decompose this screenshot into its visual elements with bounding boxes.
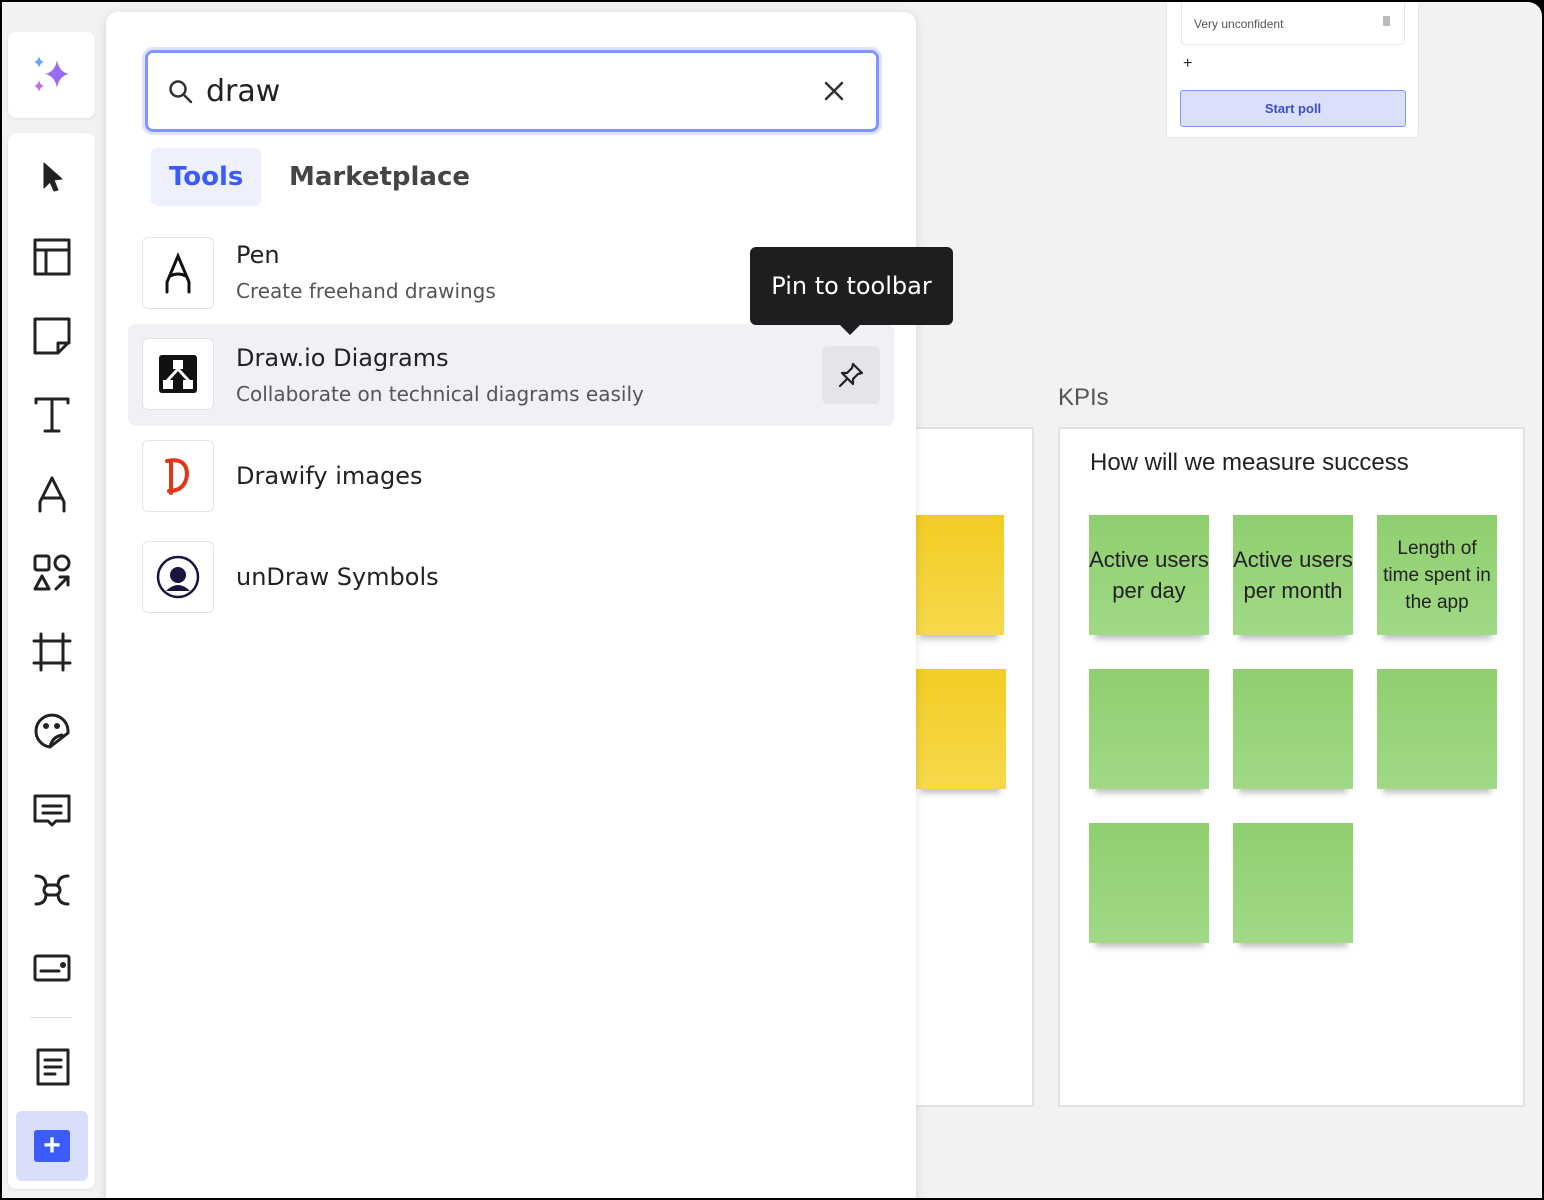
mindmap-tool[interactable] — [20, 858, 84, 922]
ai-assistant-button[interactable] — [8, 32, 95, 118]
kpi-sticky-note[interactable]: Active users per month — [1233, 515, 1353, 635]
kpi-sticky-note[interactable] — [1089, 823, 1209, 943]
result-title: Draw.io Diagrams — [236, 344, 449, 372]
pin-to-toolbar-button[interactable] — [822, 346, 880, 404]
result-item-drawify[interactable]: Drawify images — [128, 426, 894, 528]
drawify-icon — [142, 440, 214, 512]
trash-icon[interactable] — [1383, 16, 1390, 26]
pen-icon — [142, 237, 214, 309]
cursor-icon — [43, 162, 63, 192]
text-tool[interactable] — [20, 383, 84, 447]
result-title: Pen — [236, 241, 280, 269]
start-poll-button[interactable]: Start poll — [1180, 90, 1406, 127]
comment-tool[interactable] — [20, 780, 84, 844]
left-toolbar: + — [8, 133, 95, 1189]
pen-icon — [38, 476, 66, 513]
templates-tool[interactable] — [20, 225, 84, 289]
sticky-note[interactable] — [914, 669, 1006, 789]
result-item-drawio[interactable]: Draw.io Diagrams Collaborate on technica… — [128, 324, 894, 426]
pen-tool[interactable] — [20, 462, 84, 526]
sparkle-icon — [33, 56, 69, 92]
tab-marketplace[interactable]: Marketplace — [289, 162, 471, 192]
frame-icon — [32, 632, 72, 672]
result-description: Create freehand drawings — [236, 279, 496, 303]
pin-tooltip: Pin to toolbar — [750, 247, 953, 335]
kpi-sticky-note[interactable] — [1089, 669, 1209, 789]
select-tool[interactable] — [20, 145, 84, 209]
undraw-icon — [142, 541, 214, 613]
result-title: unDraw Symbols — [236, 563, 439, 591]
sticky-note[interactable] — [914, 515, 1004, 635]
tab-tools[interactable]: Tools — [151, 148, 262, 206]
plus-icon: + — [34, 1130, 70, 1162]
shapes-tool[interactable] — [20, 541, 84, 605]
search-box[interactable] — [145, 50, 879, 132]
tools-search-panel: Tools Marketplace Pen Create freehand dr… — [106, 12, 916, 1198]
frame-title: KPIs — [1058, 384, 1109, 411]
sticky-note-icon — [33, 317, 71, 355]
sticker-icon — [34, 713, 70, 749]
poll-option-label: Very unconfident — [1194, 17, 1284, 31]
sticky-note-tool[interactable] — [20, 304, 84, 368]
clear-search-icon[interactable] — [824, 81, 844, 101]
kpis-frame[interactable]: How will we measure success Active users… — [1058, 427, 1525, 1107]
shapes-icon — [33, 554, 71, 591]
pin-icon — [838, 362, 864, 388]
text-icon — [34, 397, 70, 433]
layout-icon — [33, 238, 71, 276]
card-tool[interactable] — [20, 936, 84, 1000]
toolbar-divider — [30, 1017, 72, 1018]
kpi-sticky-note[interactable] — [1233, 823, 1353, 943]
poll-option[interactable]: Very unconfident — [1181, 2, 1405, 45]
document-tool[interactable] — [20, 1035, 84, 1099]
stickers-tool[interactable] — [20, 699, 84, 763]
result-description: Collaborate on technical diagrams easily — [236, 382, 644, 406]
result-item-pen[interactable]: Pen Create freehand drawings — [128, 223, 894, 325]
more-tools-button[interactable]: + — [16, 1111, 88, 1181]
kpi-sticky-note[interactable]: Length of time spent in the app — [1377, 515, 1497, 635]
drawio-icon — [142, 338, 214, 410]
comment-icon — [33, 794, 71, 827]
frame-heading: How will we measure success — [1090, 449, 1409, 476]
document-icon — [36, 1048, 70, 1086]
poll-widget: Very unconfident + Start poll — [1166, 2, 1419, 138]
mindmap-icon — [34, 874, 70, 906]
kpi-sticky-note[interactable]: Active users per day — [1089, 515, 1209, 635]
card-icon — [33, 954, 71, 982]
result-title: Drawify images — [236, 462, 423, 490]
add-option-button[interactable]: + — [1183, 55, 1193, 72]
frame-tool[interactable] — [20, 620, 84, 684]
search-icon — [169, 80, 193, 104]
kpi-sticky-note[interactable] — [1377, 669, 1497, 789]
kpi-sticky-note[interactable] — [1233, 669, 1353, 789]
search-input[interactable] — [206, 71, 786, 111]
result-item-undraw[interactable]: unDraw Symbols — [128, 527, 894, 629]
